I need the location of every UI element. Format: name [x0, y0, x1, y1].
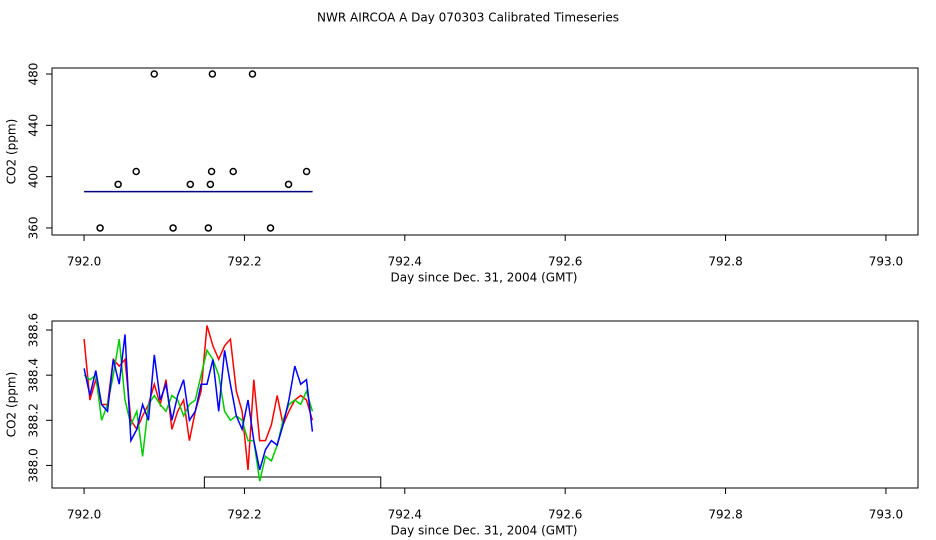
x-tick-label: 792.0 [67, 508, 101, 522]
x-tick-label: 793.0 [869, 255, 903, 269]
data-point [96, 224, 104, 232]
x-tick-label: 792.6 [548, 508, 582, 522]
y-tick-label: 400 [27, 165, 41, 188]
y-tick-label: 388.2 [27, 403, 41, 437]
x-tick-label: 792.4 [388, 508, 422, 522]
x-axis-label: Day since Dec. 31, 2004 (GMT) [391, 271, 578, 285]
x-tick-label: 792.2 [227, 508, 261, 522]
plot-frame [51, 67, 919, 236]
y-axis-label: CO2 (ppm) [5, 372, 19, 438]
data-point [186, 180, 195, 189]
data-point [248, 70, 257, 78]
y-tick-label: 388.6 [27, 313, 41, 347]
data-point [284, 180, 293, 189]
data-line [83, 338, 314, 482]
x-tick-label: 792.6 [548, 255, 582, 269]
y-tick-label: 388.0 [27, 448, 41, 482]
data-point [266, 224, 275, 232]
data-point [204, 224, 213, 232]
data-point [302, 167, 311, 176]
data-point [169, 224, 177, 232]
data-point [132, 167, 140, 176]
y-axis-label: CO2 (ppm) [5, 119, 19, 185]
data-point [229, 167, 237, 176]
x-tick-label: 792.4 [388, 255, 422, 269]
data-point [208, 70, 217, 78]
x-tick-label: 792.0 [67, 255, 101, 269]
y-tick-label: 388.4 [27, 358, 41, 392]
y-tick-label: 480 [27, 63, 41, 86]
x-tick-label: 792.8 [708, 255, 742, 269]
x-tick-label: 792.2 [227, 255, 261, 269]
y-tick-label: 360 [27, 216, 41, 239]
x-axis-label: Day since Dec. 31, 2004 (GMT) [391, 524, 578, 538]
x-tick-label: 793.0 [869, 508, 903, 522]
y-tick-label: 440 [27, 114, 41, 137]
plot-frame [51, 320, 919, 489]
flag-span [203, 476, 382, 489]
data-line [83, 334, 314, 471]
data-point [114, 180, 122, 189]
data-point [207, 167, 216, 176]
data-point [206, 180, 215, 189]
x-tick-label: 792.8 [708, 508, 742, 522]
data-point [150, 70, 158, 78]
page-title: NWR AIRCOA A Day 070303 Calibrated Times… [317, 11, 619, 25]
